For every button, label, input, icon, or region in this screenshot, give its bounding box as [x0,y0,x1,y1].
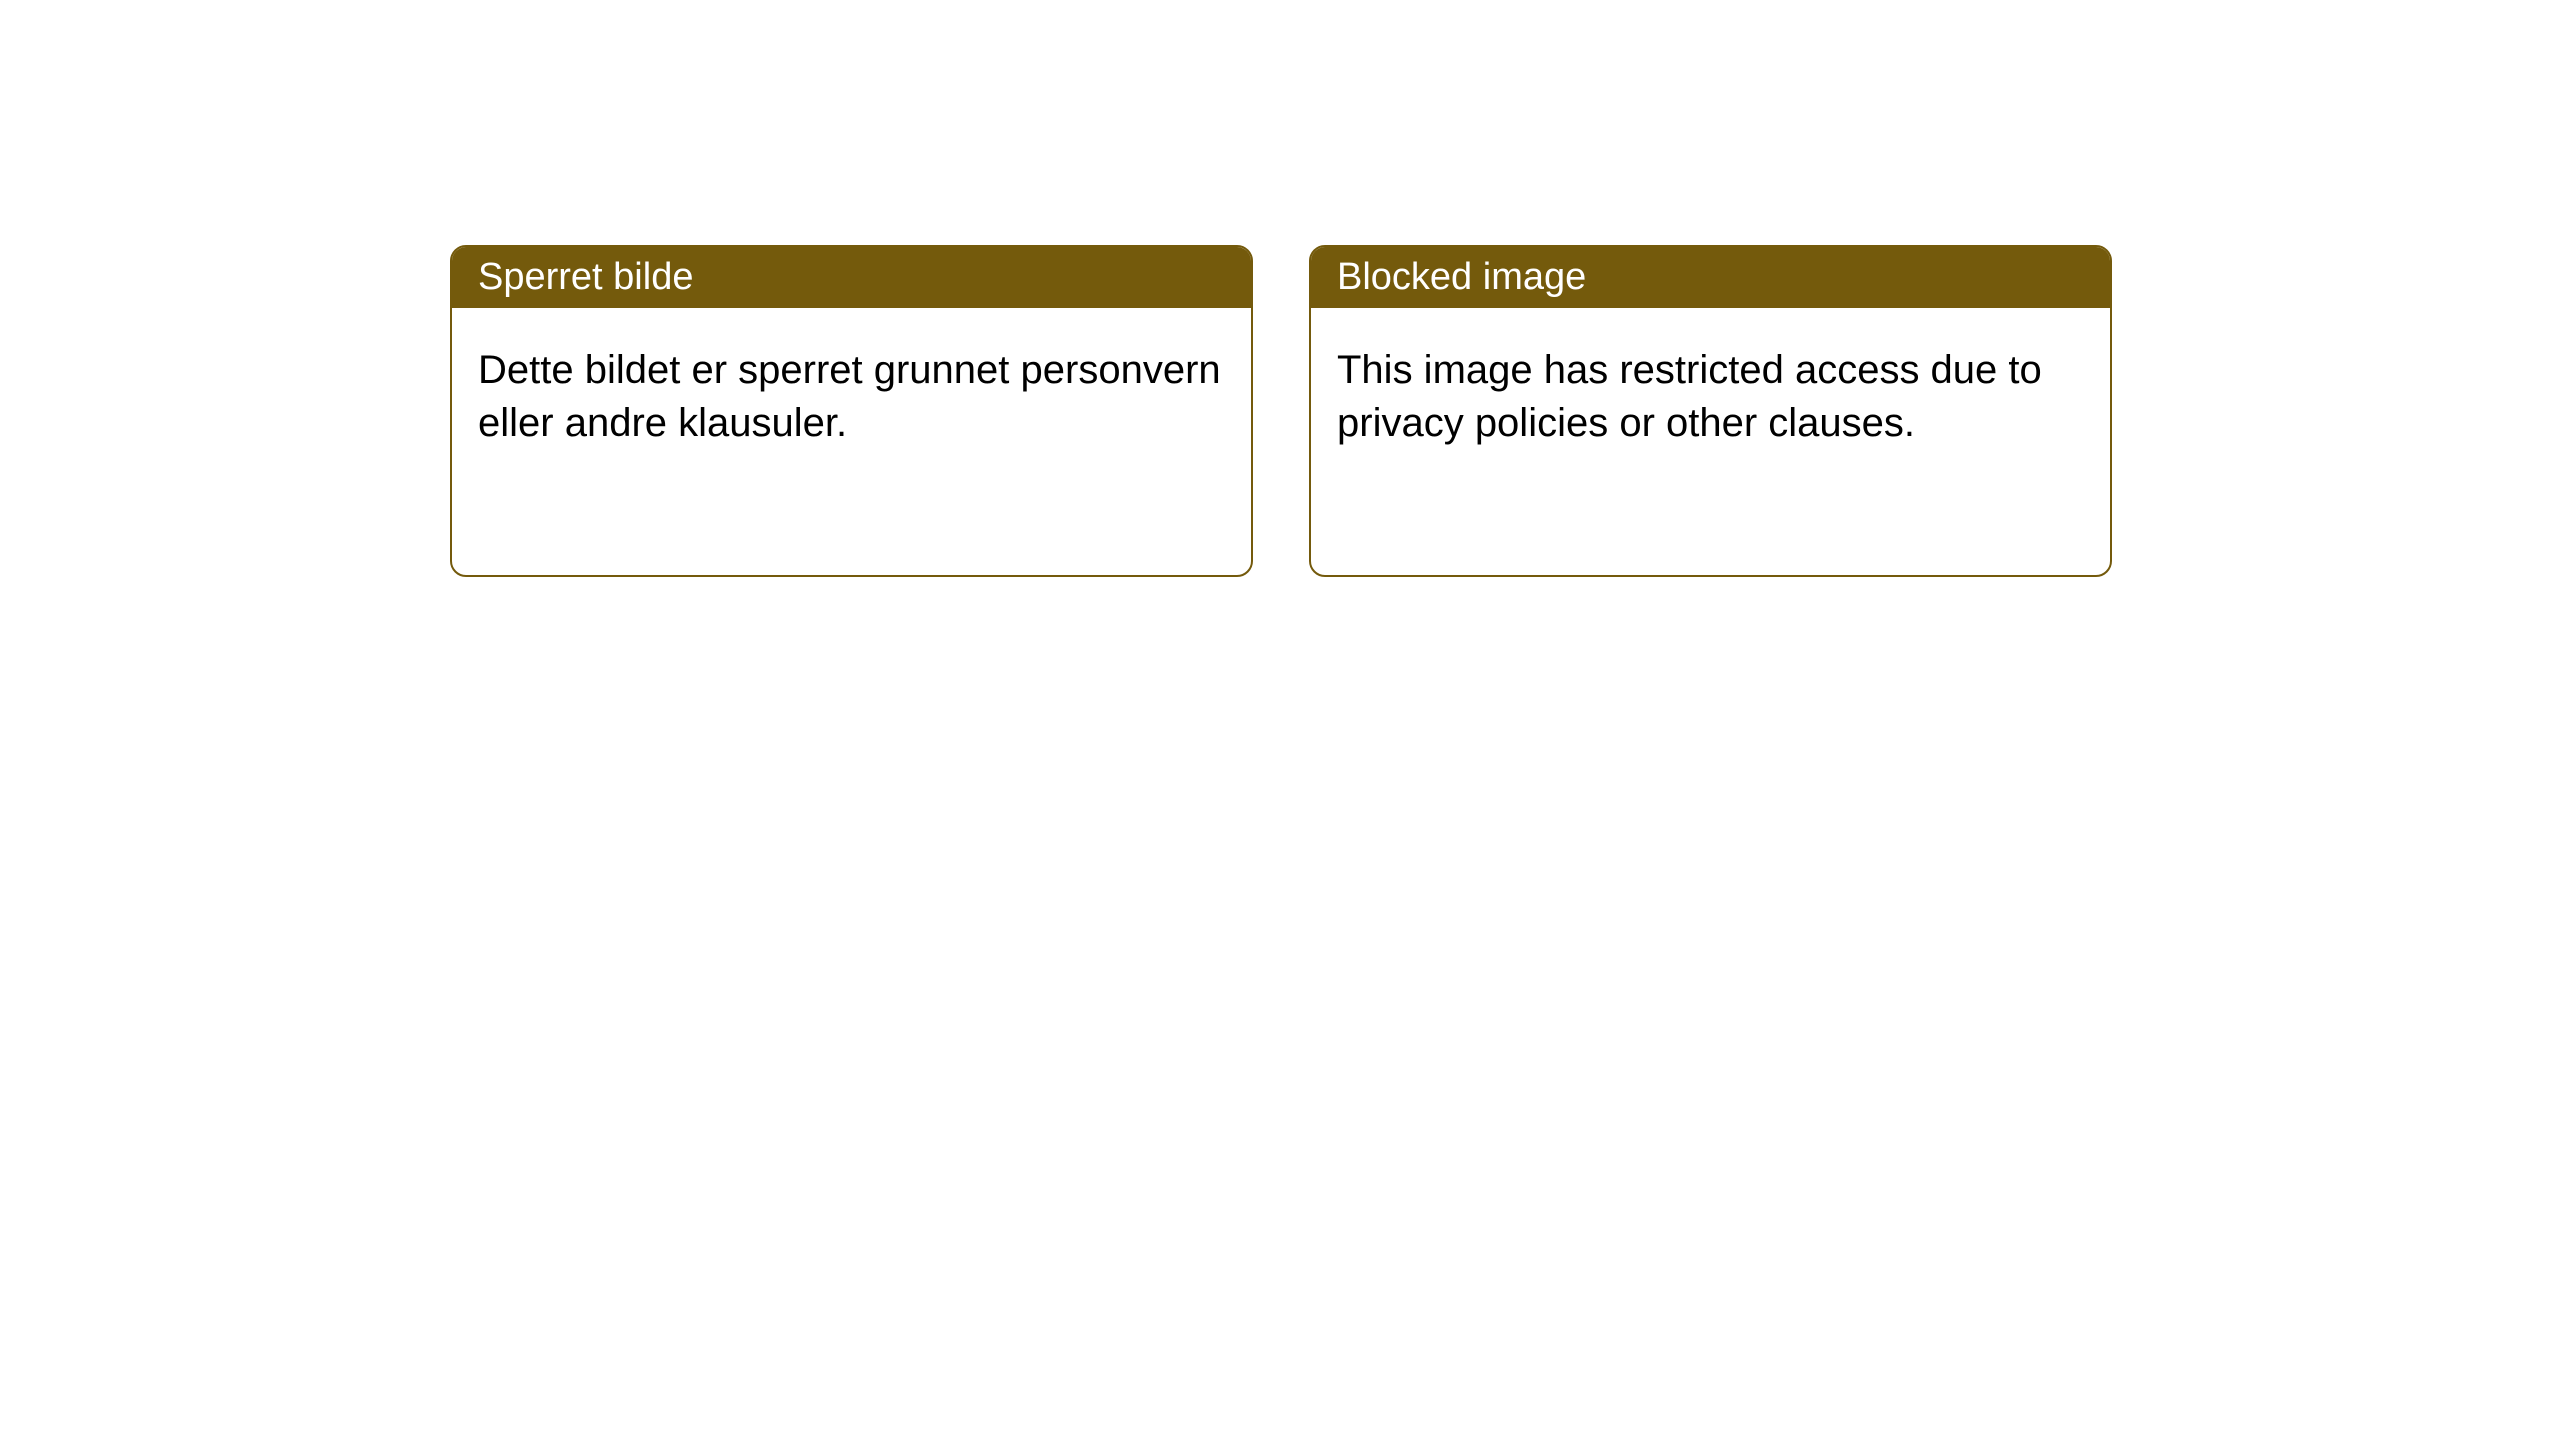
notice-header-english: Blocked image [1311,247,2110,308]
notice-title-norwegian: Sperret bilde [478,256,693,298]
notices-container: Sperret bilde Dette bildet er sperret gr… [450,245,2112,577]
notice-title-english: Blocked image [1337,256,1586,298]
notice-box-english: Blocked image This image has restricted … [1309,245,2112,577]
notice-body-norwegian: Dette bildet er sperret grunnet personve… [452,308,1251,486]
notice-header-norwegian: Sperret bilde [452,247,1251,308]
notice-box-norwegian: Sperret bilde Dette bildet er sperret gr… [450,245,1253,577]
notice-message-english: This image has restricted access due to … [1337,348,2042,445]
notice-message-norwegian: Dette bildet er sperret grunnet personve… [478,348,1221,445]
notice-body-english: This image has restricted access due to … [1311,308,2110,486]
